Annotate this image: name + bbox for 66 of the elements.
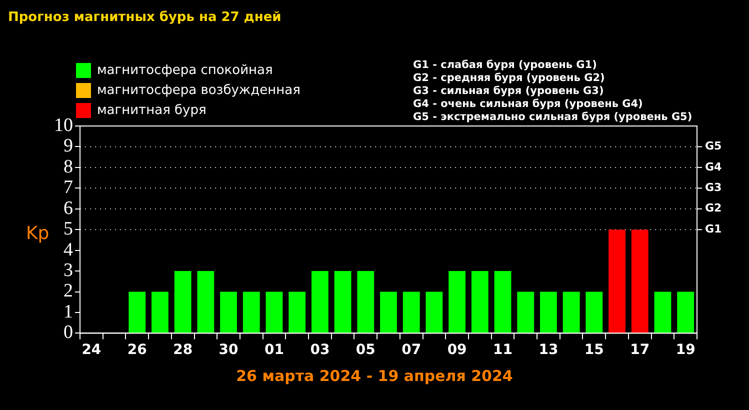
x-tick-label: 09 <box>447 342 467 358</box>
x-tick-label: 03 <box>310 342 330 358</box>
x-tick-label: 07 <box>402 342 422 358</box>
legend-label: магнитосфера спокойная <box>97 62 273 78</box>
bar <box>654 292 672 333</box>
text: G5 - экстремально сильная буря (уровень G5) <box>413 111 692 124</box>
bar <box>174 271 192 333</box>
x-tick-label: 24 <box>82 342 102 358</box>
ref-line-label: G3 <box>705 181 722 194</box>
ref-line-label: G2 <box>705 202 722 215</box>
bar <box>357 271 374 333</box>
bar <box>631 230 648 333</box>
x-tick-label: 28 <box>173 342 193 358</box>
bar <box>677 292 694 333</box>
bar <box>220 292 237 333</box>
bar <box>197 271 214 333</box>
ref-line-label: G5 <box>705 140 722 153</box>
ref-line-label: G1 <box>705 222 722 236</box>
y-tick-label: 10 <box>54 114 73 136</box>
y-axis-title: Kp <box>26 223 50 244</box>
bar <box>288 292 306 333</box>
bar <box>266 292 283 333</box>
y-tick-label: 1 <box>64 301 73 322</box>
x-tick-label: 15 <box>584 342 604 358</box>
bar <box>402 292 420 333</box>
x-tick-label: 05 <box>356 342 376 358</box>
bar <box>562 292 580 333</box>
x-tick-label: 17 <box>630 342 650 358</box>
bar <box>494 271 512 333</box>
bar <box>426 292 443 333</box>
bar <box>128 292 146 333</box>
y-tick-label: 2 <box>64 280 73 302</box>
bar <box>380 292 397 333</box>
text: G3 - сильная буря (уровень G3) <box>413 85 605 98</box>
x-tick-label: 30 <box>218 342 239 358</box>
x-tick-label: 26 <box>127 342 147 358</box>
y-tick-label: 9 <box>64 136 73 157</box>
y-tick-label: 8 <box>64 156 73 178</box>
y-tick-label: 4 <box>64 239 74 260</box>
x-tick-label: 19 <box>676 342 696 358</box>
y-tick-label: 3 <box>64 260 73 282</box>
y-tick-label: 7 <box>64 177 73 198</box>
x-axis-title: 26 марта 2024 - 19 апреля 2024 <box>235 367 514 385</box>
legend-label: магнитосфера возбужденная <box>97 82 300 98</box>
bar <box>448 271 466 333</box>
bar <box>334 271 352 333</box>
x-tick-label: 13 <box>538 342 558 358</box>
y-tick-label: 0 <box>64 322 73 344</box>
y-tick-label: 6 <box>64 198 73 219</box>
bar <box>608 230 626 333</box>
y-tick-label: 5 <box>64 218 73 240</box>
bar <box>540 292 557 333</box>
chart-title: Прогноз магнитных бурь на 27 дней <box>8 10 282 25</box>
legend-label: магнитная буря <box>97 102 206 118</box>
ref-line-label: G4 <box>705 160 722 174</box>
text: G4 - очень сильная буря (уровень G4) <box>413 98 644 111</box>
x-tick-label: 01 <box>264 342 284 358</box>
bar <box>242 292 260 333</box>
bar <box>471 271 488 333</box>
text: G1 - слабая буря (уровень G1) <box>413 59 598 72</box>
bar <box>517 292 534 333</box>
text: G2 - средняя буря (уровень G2) <box>413 72 606 85</box>
bar <box>311 271 328 333</box>
bar <box>152 292 168 333</box>
x-tick-label: 11 <box>493 342 512 358</box>
bar <box>586 292 603 333</box>
